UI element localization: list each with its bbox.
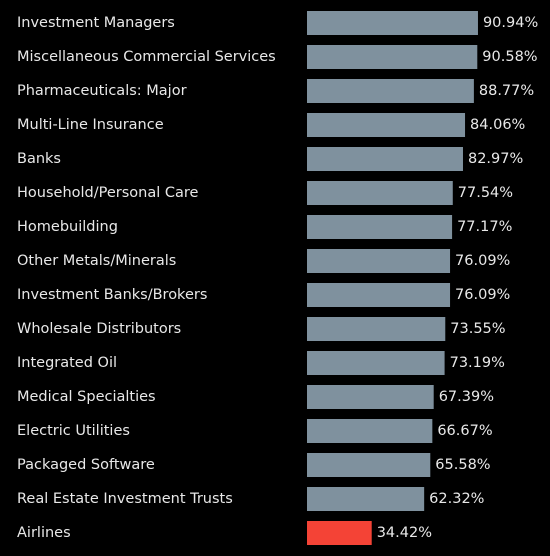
bar [307,283,451,307]
category-label: Real Estate Investment Trusts [17,491,233,507]
value-label: 73.19% [450,355,505,371]
bar [307,317,446,341]
category-label: Household/Personal Care [17,185,199,201]
value-label: 73.55% [450,321,505,337]
bar [307,487,425,511]
category-label: Investment Banks/Brokers [17,287,207,303]
category-label: Homebuilding [17,219,118,235]
value-label: 66.67% [437,423,492,439]
value-label: 84.06% [470,117,525,133]
value-label: 77.17% [457,219,512,235]
bar [307,215,453,239]
bar [307,181,453,205]
value-label: 77.54% [458,185,513,201]
bar [307,385,434,409]
category-label: Medical Specialties [17,389,156,405]
value-label: 90.58% [482,49,537,65]
value-label: 65.58% [435,457,490,473]
category-label: Investment Managers [17,15,175,31]
value-label: 88.77% [479,83,534,99]
category-label: Pharmaceuticals: Major [17,83,187,99]
category-label: Wholesale Distributors [17,321,181,337]
bar [307,521,372,545]
bar [307,419,433,443]
category-label: Airlines [17,525,71,541]
category-label: Miscellaneous Commercial Services [17,49,276,65]
category-label: Integrated Oil [17,355,117,371]
value-label: 34.42% [377,525,432,541]
bar [307,11,478,35]
bar [307,351,445,375]
value-label: 76.09% [455,287,510,303]
value-label: 82.97% [468,151,523,167]
bar [307,147,463,171]
category-label: Packaged Software [17,457,155,473]
bar [307,79,474,103]
category-label: Banks [17,151,61,167]
bar [307,45,478,69]
category-label: Multi-Line Insurance [17,117,164,133]
value-label: 62.32% [429,491,484,507]
value-label: 90.94% [483,15,538,31]
category-label: Other Metals/Minerals [17,253,176,269]
bar [307,249,451,273]
category-label: Electric Utilities [17,423,130,439]
bar [307,453,431,477]
value-label: 67.39% [439,389,494,405]
value-label: 76.09% [455,253,510,269]
bar [307,113,466,137]
